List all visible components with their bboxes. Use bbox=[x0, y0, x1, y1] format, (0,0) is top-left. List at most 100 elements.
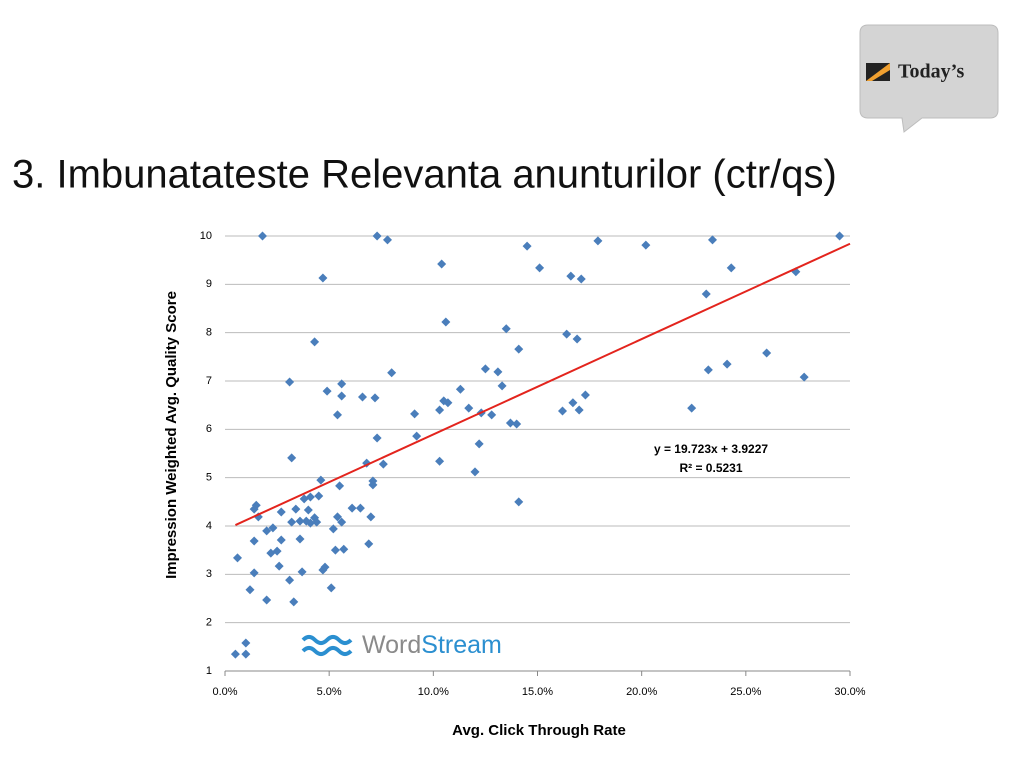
point bbox=[233, 553, 242, 563]
point bbox=[464, 403, 474, 413]
y-tick-label: 8 bbox=[206, 327, 212, 339]
equation: y = 19.723x + 3.9227 bbox=[654, 442, 768, 456]
point bbox=[366, 512, 376, 522]
point bbox=[574, 405, 584, 415]
point bbox=[378, 459, 388, 469]
point bbox=[347, 503, 357, 513]
point bbox=[593, 236, 603, 246]
point bbox=[372, 433, 382, 443]
y-tick-label: 9 bbox=[206, 278, 212, 290]
x-axis-label: Avg. Click Through Rate bbox=[452, 722, 626, 739]
point bbox=[480, 364, 490, 374]
point bbox=[241, 638, 251, 648]
point bbox=[372, 231, 382, 241]
point bbox=[258, 231, 267, 241]
point bbox=[328, 524, 338, 534]
y-tick-label: 3 bbox=[206, 568, 212, 580]
point bbox=[799, 372, 809, 382]
point bbox=[312, 517, 322, 527]
point bbox=[412, 431, 422, 441]
watermark-icon bbox=[301, 635, 353, 656]
point bbox=[305, 492, 315, 502]
r-squared: R² = 0.5231 bbox=[679, 461, 742, 475]
point bbox=[249, 536, 259, 546]
point bbox=[337, 391, 347, 401]
point bbox=[291, 504, 301, 514]
point bbox=[641, 240, 651, 250]
point bbox=[285, 377, 295, 387]
point bbox=[566, 271, 576, 281]
point bbox=[241, 649, 251, 659]
y-tick-label: 2 bbox=[206, 617, 212, 629]
x-tick-label: 20.0% bbox=[626, 686, 657, 698]
point bbox=[358, 392, 367, 402]
point bbox=[514, 497, 524, 507]
point bbox=[262, 526, 272, 536]
point bbox=[297, 567, 307, 577]
logo-icon-stripe bbox=[866, 63, 890, 81]
point bbox=[276, 507, 286, 517]
point bbox=[318, 273, 328, 283]
point bbox=[387, 368, 397, 378]
point bbox=[303, 505, 313, 515]
point bbox=[568, 398, 578, 408]
point bbox=[558, 406, 567, 416]
y-tick-label: 10 bbox=[200, 230, 212, 242]
y-tick-label: 1 bbox=[206, 665, 212, 677]
point bbox=[383, 235, 392, 245]
x-tick-label: 10.0% bbox=[418, 686, 449, 698]
point bbox=[762, 348, 772, 358]
point bbox=[474, 439, 484, 449]
point bbox=[333, 512, 342, 522]
point bbox=[355, 503, 365, 513]
watermark-stream: Stream bbox=[421, 631, 502, 659]
y-tick-label: 4 bbox=[206, 520, 212, 532]
point bbox=[835, 231, 845, 241]
point bbox=[289, 597, 299, 607]
point bbox=[703, 365, 713, 375]
point bbox=[701, 289, 711, 299]
point bbox=[726, 263, 736, 273]
point bbox=[687, 403, 697, 413]
point bbox=[580, 390, 590, 400]
point bbox=[514, 344, 524, 354]
point bbox=[251, 500, 261, 510]
point bbox=[322, 386, 332, 396]
y-tick-label: 6 bbox=[206, 423, 212, 435]
point bbox=[410, 409, 420, 419]
logo-badge bbox=[859, 24, 999, 133]
point bbox=[501, 324, 511, 334]
point bbox=[262, 595, 272, 605]
slide-title: 3. Imbunatateste Relevanta anunturilor (… bbox=[12, 153, 837, 197]
point bbox=[497, 381, 507, 391]
point bbox=[335, 481, 345, 491]
x-tick-label: 5.0% bbox=[317, 686, 342, 698]
point bbox=[333, 410, 342, 420]
point bbox=[522, 241, 532, 251]
point bbox=[364, 539, 374, 549]
y-tick-label: 7 bbox=[206, 375, 212, 387]
point bbox=[487, 410, 497, 420]
point bbox=[287, 517, 297, 527]
point bbox=[268, 523, 278, 533]
point bbox=[512, 419, 522, 429]
point bbox=[493, 367, 503, 377]
point bbox=[455, 384, 465, 394]
point bbox=[287, 453, 297, 463]
point bbox=[368, 480, 378, 490]
point bbox=[295, 516, 305, 526]
point bbox=[443, 398, 453, 408]
point bbox=[572, 334, 582, 344]
point bbox=[272, 546, 282, 556]
point bbox=[316, 475, 326, 485]
point bbox=[320, 562, 330, 572]
point bbox=[437, 259, 447, 269]
point bbox=[330, 545, 340, 555]
y-tick-label: 5 bbox=[206, 472, 212, 484]
point bbox=[310, 337, 320, 347]
point bbox=[295, 534, 305, 544]
point bbox=[722, 359, 732, 369]
point bbox=[314, 491, 324, 501]
